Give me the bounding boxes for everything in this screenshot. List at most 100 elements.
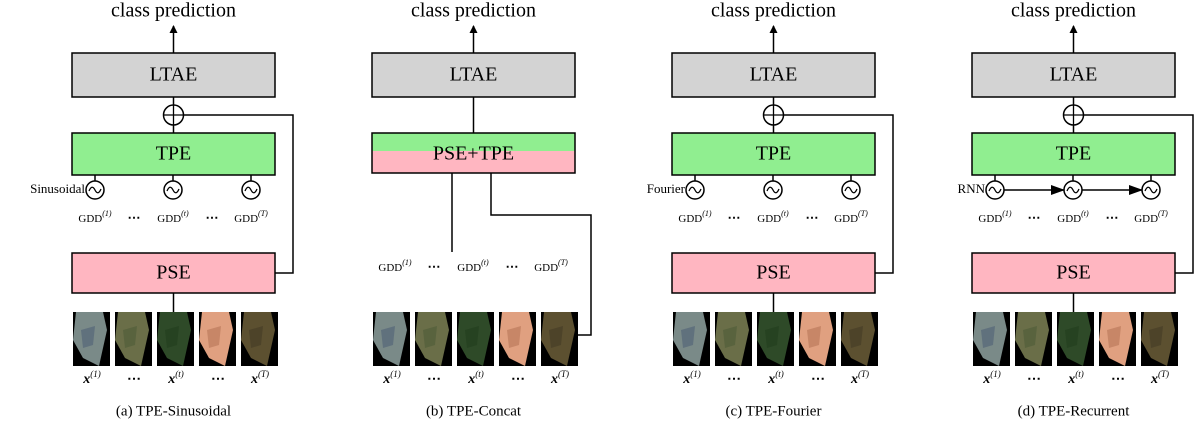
image-patch — [1023, 326, 1037, 348]
gdd-label: GDD(T) — [1134, 209, 1168, 225]
gdd-label-base: GDD — [678, 213, 702, 225]
gdd-label-base: GDD — [834, 213, 858, 225]
fused-top — [372, 133, 575, 151]
panel-title: class prediction — [411, 0, 536, 22]
image-patch — [549, 326, 563, 348]
image-patch — [765, 326, 779, 348]
image-patch — [165, 326, 179, 348]
gdd-label: GDD(t) — [457, 258, 489, 274]
frame-label: ⋯ — [211, 372, 225, 387]
image-patch — [207, 326, 221, 348]
panel-title: class prediction — [711, 0, 836, 22]
frame-label-base: x — [767, 372, 775, 387]
frame-label-base: x — [82, 372, 90, 387]
connector — [183, 114, 294, 274]
image-patch — [849, 326, 863, 348]
image-patch — [81, 326, 95, 348]
ltae-label: LTAE — [750, 64, 798, 86]
gdd-label-sup: (1) — [1002, 209, 1012, 218]
osc-wave — [988, 186, 1002, 194]
ltae-label: LTAE — [450, 64, 498, 86]
gdd-label: GDD(1) — [978, 209, 1012, 225]
frame-label-base: x — [550, 372, 558, 387]
image-patch — [123, 326, 137, 348]
frame-label-sup: (T) — [258, 369, 269, 379]
pse-label: PSE — [756, 262, 790, 284]
gdd-label: GDD(1) — [78, 209, 112, 225]
gdd-label: GDD(T) — [834, 209, 868, 225]
image-patch — [465, 326, 479, 348]
connector — [490, 173, 592, 336]
frame-label-sup: (t) — [775, 369, 784, 379]
gdd-label-sup: (1) — [702, 209, 712, 218]
encoder-label: Sinusoidal — [30, 181, 85, 196]
gdd-label-sup: (T) — [258, 209, 268, 218]
image-patch — [249, 326, 263, 348]
frame-label: x(t) — [467, 369, 484, 387]
frame-label-sup: (1) — [390, 369, 401, 379]
fused-bottom — [372, 151, 575, 173]
gdd-label: ⋯ — [1028, 210, 1041, 225]
gdd-label-base: GDD — [157, 213, 181, 225]
gdd-label-base: GDD — [978, 213, 1002, 225]
ltae-box — [971, 52, 1176, 98]
frame-label-base: x — [250, 372, 258, 387]
frame-label: ⋯ — [127, 372, 141, 387]
ltae-box — [371, 52, 576, 98]
ltae-label: LTAE — [150, 64, 198, 86]
frame-label: ⋯ — [811, 372, 825, 387]
gdd-label-sup: (1) — [402, 258, 412, 267]
image-patch — [1149, 326, 1163, 348]
osc-wave — [1144, 186, 1158, 194]
pse-box — [971, 252, 1176, 294]
image-patch — [681, 326, 695, 348]
osc-wave — [166, 186, 180, 194]
frame-label-sup: (t) — [175, 369, 184, 379]
frame-label-base: x — [1150, 372, 1158, 387]
ltae-label: LTAE — [1050, 64, 1098, 86]
ltae-box — [671, 52, 876, 98]
tpe-label: TPE — [1056, 143, 1092, 165]
encoder-label: RNN — [958, 181, 986, 196]
osc-wave — [88, 186, 102, 194]
frame-label-sup: (t) — [475, 369, 484, 379]
gdd-label: GDD(1) — [378, 258, 412, 274]
sum-cross — [1063, 105, 1084, 125]
gdd-label-sup: (t) — [1081, 209, 1089, 218]
caption: (c) TPE-Fourier — [726, 403, 822, 419]
gdd-label: ⋯ — [806, 210, 819, 225]
tpe-box — [71, 132, 276, 176]
encoder-label: Fourier — [647, 181, 686, 196]
sum-cross — [763, 105, 784, 125]
gdd-label-sup: (t) — [181, 209, 189, 218]
image-patch — [423, 326, 437, 348]
pse-label: PSE — [1056, 262, 1090, 284]
frame-label: x(1) — [82, 369, 101, 387]
gdd-label-sup: (T) — [858, 209, 868, 218]
frame-label-base: x — [167, 372, 175, 387]
frame-label-base: x — [1067, 372, 1075, 387]
gdd-label: GDD(T) — [534, 258, 568, 274]
image-patch — [507, 326, 521, 348]
tpe-label: TPE — [156, 143, 192, 165]
frame-label-base: x — [850, 372, 858, 387]
pse-box — [71, 252, 276, 294]
frame-label-sup: (T) — [858, 369, 869, 379]
fused-label: PSE+TPE — [433, 143, 514, 165]
frame-label-sup: (1) — [990, 369, 1001, 379]
frame-label-base: x — [467, 372, 475, 387]
gdd-label-base: GDD — [378, 262, 402, 274]
frame-label-base: x — [382, 372, 390, 387]
image-patch — [807, 326, 821, 348]
gdd-label: ⋯ — [128, 210, 141, 225]
gdd-label: ⋯ — [428, 259, 441, 274]
gdd-label-base: GDD — [78, 213, 102, 225]
fused-box — [371, 132, 576, 174]
connector — [1083, 114, 1194, 274]
frame-label: x(T) — [550, 369, 569, 387]
frame-label-sup: (1) — [690, 369, 701, 379]
frame-label-base: x — [982, 372, 990, 387]
gdd-label: GDD(t) — [757, 209, 789, 225]
frame-label-sup: (t) — [1075, 369, 1084, 379]
frame-label: x(1) — [982, 369, 1001, 387]
